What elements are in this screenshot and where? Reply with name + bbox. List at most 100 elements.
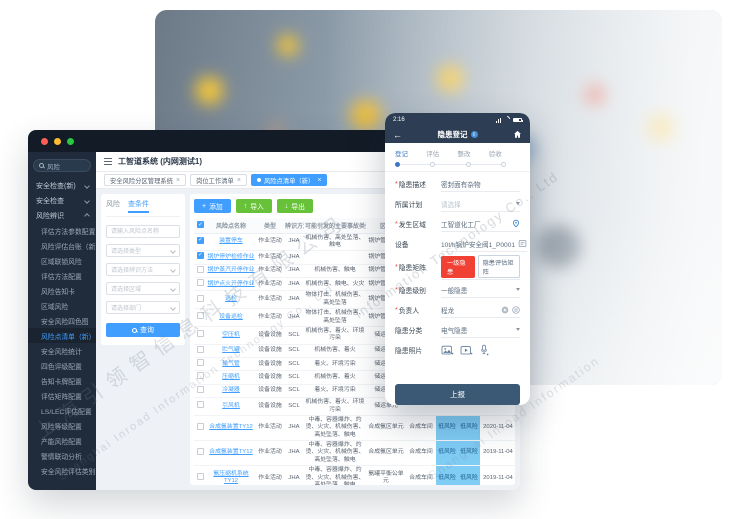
hazard-matrix-button[interactable]: 隐患评估矩阵 bbox=[477, 255, 520, 278]
row-checkbox[interactable] bbox=[196, 279, 204, 286]
risk-point-link[interactable]: 装置停车 bbox=[219, 238, 243, 245]
row-checkbox[interactable] bbox=[196, 312, 204, 320]
sidebar-item[interactable]: 区域联锁风险 bbox=[41, 258, 82, 266]
tab-1[interactable]: 岗位工作清单 × bbox=[190, 174, 247, 186]
sidebar-item[interactable]: 安全风险四色图 bbox=[41, 318, 89, 326]
sidebar-item[interactable]: 警情联动分析 bbox=[41, 453, 82, 461]
sidebar-group[interactable]: 风险辨识 bbox=[28, 208, 96, 223]
sidebar-item[interactable]: LS/LEC评估配置 bbox=[41, 408, 92, 416]
export-button[interactable]: ↓ 导出 bbox=[276, 199, 313, 213]
close-tab-icon[interactable]: × bbox=[317, 176, 322, 184]
sidebar-item[interactable]: 安全风险评估类别 bbox=[41, 468, 96, 476]
row-checkbox[interactable] bbox=[196, 447, 204, 455]
risk-point-link[interactable]: 压缩机 bbox=[222, 373, 240, 380]
risk-point-link[interactable]: 引风机 bbox=[222, 402, 240, 409]
row-checkbox[interactable] bbox=[196, 330, 204, 338]
row-checkbox[interactable] bbox=[196, 359, 204, 366]
row-checkbox[interactable] bbox=[196, 372, 204, 380]
risk-point-link[interactable]: 锅炉停炉检修作业 bbox=[207, 253, 255, 260]
risk-point-name-cell: 合成氨装置TY12 bbox=[206, 415, 256, 442]
risk-point-link[interactable]: 锅炉蒸汽开停作业 bbox=[207, 267, 255, 274]
risk-point-link[interactable]: 冷凝器 bbox=[222, 387, 240, 394]
back-arrow-icon[interactable]: ← bbox=[393, 129, 402, 140]
select-all-checkbox[interactable] bbox=[196, 220, 204, 228]
search-button[interactable]: 查询 bbox=[106, 323, 180, 337]
field-control-person[interactable]: 程龙 @ bbox=[441, 303, 520, 318]
field-control-media[interactable] bbox=[441, 343, 520, 358]
hamburger-icon[interactable] bbox=[104, 158, 112, 165]
risk-point-link[interactable]: 巡检 bbox=[225, 296, 237, 303]
risk-point-link[interactable]: 锅炉点火开停作业 bbox=[207, 280, 255, 287]
risk-point-link[interactable]: 输气管 bbox=[222, 360, 240, 367]
sidebar-item[interactable]: 风险等级配置 bbox=[41, 423, 82, 431]
sidebar-item[interactable]: 评估矩阵配置 bbox=[41, 393, 82, 401]
sidebar-item[interactable]: 区域风险 bbox=[41, 303, 69, 311]
add-video-icon[interactable] bbox=[460, 345, 473, 356]
minimize-window-button[interactable] bbox=[54, 137, 61, 145]
hazard-level-one-button[interactable]: 一级隐患 bbox=[441, 255, 475, 278]
field-control-text[interactable]: 密封面有杂物 bbox=[441, 177, 520, 192]
field-label-text: 隐患描述 bbox=[398, 182, 426, 189]
sidebar-item[interactable]: 评估方法配置 bbox=[41, 273, 82, 281]
add-button[interactable]: + 添加 bbox=[194, 199, 231, 213]
phone-page-title: 隐患登记 bbox=[437, 130, 468, 139]
row-checkbox[interactable] bbox=[196, 422, 204, 430]
risk-point-link[interactable]: 贮气罐 bbox=[222, 347, 240, 354]
row-checkbox[interactable] bbox=[196, 252, 204, 260]
row-checkbox[interactable] bbox=[196, 236, 204, 244]
field-control-location[interactable]: 工智道化工厂 bbox=[441, 217, 520, 232]
sidebar-group[interactable]: 安全检查 bbox=[28, 193, 96, 208]
risk-point-link[interactable]: 空压机 bbox=[222, 331, 240, 338]
sidebar-group[interactable]: 安全检查(新) bbox=[28, 178, 96, 193]
sidebar-item[interactable]: 风险点清单（新） bbox=[28, 328, 96, 343]
row-checkbox[interactable] bbox=[196, 294, 204, 302]
contact-icon[interactable]: @ bbox=[512, 305, 520, 314]
row-checkbox[interactable] bbox=[196, 265, 204, 273]
filter-select-0[interactable]: 请选择类型 bbox=[106, 244, 180, 257]
field-control-device[interactable]: 10t/h锅炉安全阀1_P0001 bbox=[441, 237, 528, 252]
risk-point-link[interactable]: 合成氨装置TY12 bbox=[209, 449, 253, 456]
close-tab-icon[interactable]: × bbox=[236, 176, 241, 184]
sidebar-item[interactable]: 风险评估台账（新） bbox=[41, 243, 96, 251]
risk-point-link[interactable]: 合成氨装置TY12 bbox=[209, 424, 253, 431]
risk-point-link[interactable]: 氨压缩机系统TY12 bbox=[213, 470, 249, 485]
sidebar-item[interactable]: 四色评级配置 bbox=[41, 363, 82, 371]
row-checkbox[interactable] bbox=[196, 401, 204, 409]
tab-2[interactable]: 风险点清单（新） × bbox=[250, 174, 328, 186]
filter-select-2[interactable]: 请选择区域 bbox=[106, 282, 180, 295]
add-photo-icon[interactable] bbox=[441, 345, 454, 356]
home-icon[interactable] bbox=[508, 130, 522, 139]
submit-button[interactable]: 上报 bbox=[395, 384, 520, 405]
sidebar-item[interactable]: 产能风险配置 bbox=[41, 438, 82, 446]
location-pin-icon[interactable] bbox=[512, 219, 520, 228]
filter-select-3[interactable]: 请选择部门 bbox=[106, 301, 180, 314]
filter-tab-1[interactable]: 查条件 bbox=[128, 199, 149, 213]
maximize-window-button[interactable] bbox=[67, 137, 74, 145]
risk-point-link[interactable]: 设备巡检 bbox=[219, 313, 243, 320]
import-button[interactable]: ↑ 导入 bbox=[235, 199, 272, 213]
row-checkbox[interactable] bbox=[196, 385, 204, 393]
field-control-select[interactable]: 请选择 bbox=[441, 197, 520, 212]
sidebar-item[interactable]: 风险告知卡 bbox=[41, 288, 75, 296]
row-checkbox[interactable] bbox=[196, 473, 204, 480]
sidebar-item[interactable]: 安全风险统计 bbox=[41, 348, 82, 356]
close-tab-icon[interactable]: × bbox=[175, 176, 181, 184]
field-control-matrix[interactable]: 一级隐患 隐患评估矩阵 bbox=[441, 254, 520, 280]
add-audio-icon[interactable] bbox=[479, 344, 489, 356]
info-badge-icon[interactable]: i bbox=[470, 131, 478, 138]
risk-point-name-input[interactable] bbox=[106, 225, 180, 238]
sidebar-search-input[interactable]: 风险 bbox=[33, 159, 91, 172]
risk-point-name-cell: 冷凝器 bbox=[206, 384, 256, 399]
clear-icon[interactable] bbox=[501, 306, 509, 314]
sidebar-item[interactable]: 告知卡牌配置 bbox=[41, 378, 82, 386]
sidebar-item[interactable]: 评估方法参数配置 bbox=[41, 228, 96, 236]
field-control-select[interactable]: 一般隐患 bbox=[441, 283, 520, 298]
filter-select-1[interactable]: 请选择辨识方法 bbox=[106, 263, 180, 276]
row-checkbox[interactable] bbox=[196, 345, 204, 353]
filter-tab-0[interactable]: 风险 bbox=[106, 201, 120, 208]
phone-page-title-wrap: 隐患登记 i bbox=[407, 129, 508, 140]
tab-0[interactable]: 安全风险分区管理系统 × bbox=[104, 174, 187, 186]
field-control-select[interactable]: 电气隐患 bbox=[441, 323, 520, 338]
device-select-icon[interactable] bbox=[518, 239, 527, 248]
close-window-button[interactable] bbox=[41, 137, 48, 145]
